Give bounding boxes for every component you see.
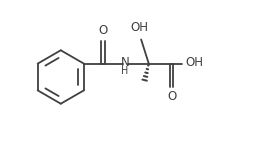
Text: O: O (167, 90, 176, 103)
Text: N: N (121, 56, 129, 69)
Text: H: H (121, 66, 129, 76)
Text: OH: OH (131, 21, 149, 34)
Text: OH: OH (186, 56, 204, 69)
Text: O: O (98, 24, 108, 37)
